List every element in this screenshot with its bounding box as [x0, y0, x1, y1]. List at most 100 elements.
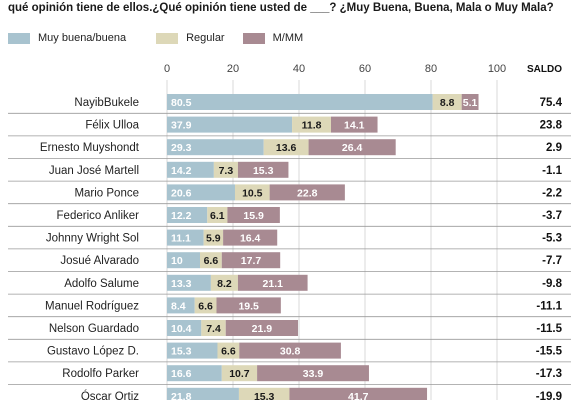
- bar-segment-negative: [257, 365, 369, 382]
- bar-segment-regular: [432, 94, 462, 110]
- legend-label-negative: M/MM: [272, 32, 304, 44]
- bar-segment-negative: [223, 229, 278, 246]
- category-label: Gustavo López D.: [47, 346, 139, 358]
- saldo-value: -5.3: [542, 233, 562, 245]
- bar-value-label: 10.4: [171, 323, 192, 335]
- bar-segment-negative: [221, 252, 281, 269]
- bar-segment-positive: [167, 94, 433, 110]
- saldo-value: 2.9: [546, 142, 562, 154]
- bar-value-label: 8.4: [171, 300, 186, 312]
- bar-value-label: 13.6: [276, 142, 297, 154]
- bar-segment-negative: [308, 139, 396, 156]
- bar-value-label: 29.3: [171, 142, 192, 154]
- bar-value-label: 21.9: [252, 323, 273, 335]
- bar-value-label: 6.6: [198, 300, 213, 312]
- bar-segment-positive: [167, 116, 293, 133]
- category-label: Juan José Martell: [49, 165, 139, 177]
- saldo-header: SALDO: [527, 64, 562, 75]
- bar-segment-positive: [167, 365, 222, 382]
- bar-value-label: 37.9: [171, 120, 192, 132]
- bar-segment-negative: [237, 274, 308, 291]
- bar-value-label: 15.9: [243, 210, 264, 222]
- category-label: Ernesto Muyshondt: [40, 142, 140, 154]
- bar-segment-negative: [269, 184, 345, 201]
- bar-value-label: 6.1: [210, 210, 225, 222]
- bar-segment-regular: [238, 387, 290, 400]
- bar-segment-positive: [167, 139, 264, 156]
- bar-segment-negative: [461, 94, 479, 110]
- saldo-value: 23.8: [540, 120, 563, 132]
- bar-segment-regular: [234, 184, 270, 201]
- category-label: Adolfo Salume: [64, 278, 139, 290]
- bar-value-label: 8.2: [217, 278, 232, 290]
- category-label: Josué Alvarado: [60, 255, 139, 267]
- category-label: Nelson Guardado: [49, 323, 139, 335]
- bar-value-label: 30.8: [280, 346, 301, 358]
- bar-segment-regular: [221, 365, 258, 382]
- bar-segment-regular: [292, 116, 332, 133]
- bar-segment-positive: [167, 274, 211, 291]
- bar-value-label: 12.2: [171, 210, 192, 222]
- category-label: Óscar Ortiz: [81, 390, 139, 400]
- legend-item-negative: M/MM: [242, 32, 304, 44]
- bar-value-label: 8.8: [440, 97, 455, 109]
- bar-value-label: 14.1: [344, 120, 365, 132]
- bar-segment-negative: [237, 161, 289, 178]
- bar-segment-positive: [167, 207, 208, 223]
- bar-segment-regular: [210, 274, 238, 291]
- saldo-value: -15.5: [536, 346, 563, 358]
- bar-value-label: 15.3: [171, 346, 192, 358]
- bar-value-label: 7.3: [219, 165, 234, 177]
- bar-value-label: 21.1: [263, 278, 284, 290]
- legend-swatch-regular: [156, 32, 179, 44]
- bar-segment-negative: [289, 387, 428, 400]
- bar-value-label: 20.6: [171, 187, 192, 199]
- x-tick-label: 60: [359, 63, 371, 75]
- bar-segment-regular: [200, 252, 222, 269]
- bar-value-label: 6.6: [204, 255, 219, 267]
- bar-value-label: 6.6: [221, 346, 236, 358]
- saldo-value: -11.5: [536, 323, 562, 335]
- legend-item-regular: Regular: [156, 32, 225, 44]
- category-label: Mario Ponce: [74, 187, 139, 199]
- legend: Muy buena/buena Regular M/MM: [8, 30, 333, 46]
- bar-value-label: 19.5: [238, 300, 259, 312]
- saldo-value: -19.9: [536, 391, 562, 400]
- bar-value-label: 10: [171, 255, 183, 267]
- bar-value-label: 5.9: [206, 233, 221, 245]
- saldo-value: -11.1: [536, 300, 562, 312]
- bar-value-label: 41.7: [348, 391, 369, 400]
- x-tick-label: 40: [293, 63, 305, 75]
- saldo-value: -9.8: [542, 278, 562, 290]
- bar-value-label: 10.7: [229, 368, 250, 380]
- bar-value-label: 13.3: [171, 278, 192, 290]
- bar-value-label: 16.6: [171, 368, 192, 380]
- saldo-value: -3.7: [542, 210, 562, 222]
- legend-label-positive: Muy buena/buena: [38, 32, 127, 44]
- bar-value-label: 14.2: [171, 165, 192, 177]
- category-label: Federico Anliker: [57, 210, 140, 222]
- bar-segment-regular: [201, 320, 226, 336]
- bar-value-label: 26.4: [342, 142, 363, 154]
- chart-question: qué opinión tiene de ellos.¿Qué opinión …: [8, 2, 554, 14]
- bar-segment-negative: [331, 116, 378, 133]
- bar-value-label: 11.1: [171, 233, 191, 245]
- bar-value-label: 11.8: [302, 120, 322, 132]
- bar-segment-regular: [194, 297, 217, 314]
- bar-segment-positive: [167, 229, 204, 246]
- saldo-value: -1.1: [542, 165, 562, 177]
- category-label: NayibBukele: [74, 97, 139, 109]
- bar-segment-regular: [207, 207, 228, 223]
- bar-segment-positive: [167, 342, 218, 359]
- bar-segment-positive: [167, 184, 235, 201]
- category-label: Rodolfo Parker: [62, 368, 139, 380]
- bar-value-label: 15.3: [254, 391, 275, 400]
- category-label: Félix Ulloa: [85, 120, 139, 132]
- bar-segment-positive: [167, 161, 214, 178]
- bar-segment-positive: [167, 297, 195, 314]
- bar-value-label: 17.7: [241, 255, 262, 267]
- saldo-value: -7.7: [542, 255, 562, 267]
- bar-value-label: 33.9: [303, 368, 324, 380]
- bar-segment-positive: [167, 320, 202, 336]
